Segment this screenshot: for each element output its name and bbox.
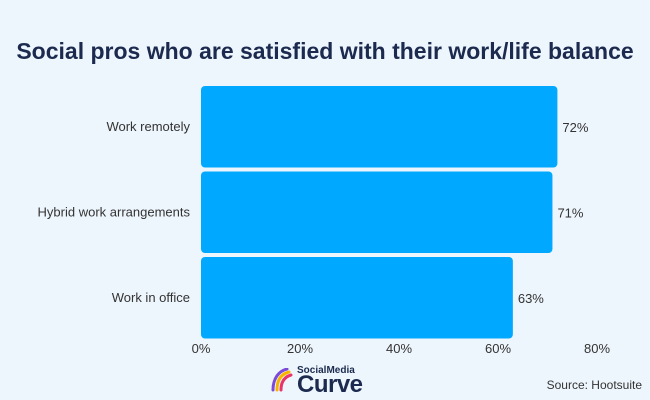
x-tick-label: 0% [192, 341, 211, 356]
bar [201, 257, 513, 339]
chart-title: Social pros who are satisfied with their… [16, 38, 634, 64]
logo-big-text: Curve [297, 371, 363, 398]
bar [201, 86, 558, 168]
logo-small-text: SocialMedia [297, 365, 355, 376]
category-label: Work in office [112, 290, 190, 305]
bar [201, 171, 553, 253]
x-tick-label: 60% [485, 341, 511, 356]
source-note: Source: Hootsuite [546, 378, 642, 392]
curve-logo-icon [271, 368, 293, 392]
category-label: Work remotely [106, 119, 190, 134]
socialmedia-curve-logo: SocialMedia Curve [271, 364, 381, 398]
category-label: Hybrid work arrangements [38, 204, 191, 219]
value-label: 71% [557, 205, 583, 220]
x-tick-label: 20% [287, 341, 313, 356]
value-label: 72% [562, 120, 588, 135]
x-tick-label: 40% [386, 341, 412, 356]
x-tick-label: 80% [584, 341, 610, 356]
value-label: 63% [518, 291, 544, 306]
